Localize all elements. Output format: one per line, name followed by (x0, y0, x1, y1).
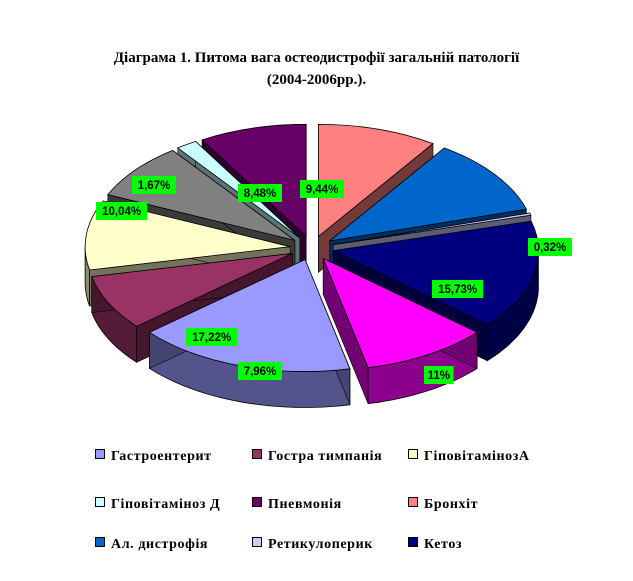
pie-slice-5 (318, 123, 434, 238)
data-label-bg (424, 366, 454, 384)
legend-label: ГіповітамінозА (424, 449, 530, 464)
legend-item: Гастроентерит (95, 449, 212, 465)
data-label: 7,96% (244, 366, 277, 378)
legend-swatch (408, 449, 418, 459)
pie-slice-6 (328, 147, 528, 242)
legend-item: Кетоз (408, 537, 462, 553)
data-label-bg (238, 184, 282, 202)
pie-slice-extra-1 (107, 149, 296, 241)
data-label-bg (96, 202, 148, 220)
data-label-bg (300, 180, 344, 198)
data-label-bg (186, 328, 238, 346)
data-label: 0,32% (534, 242, 567, 254)
data-label-bg (238, 362, 282, 380)
legend-label: Ретикулоперик (268, 537, 373, 552)
legend-swatch (408, 537, 418, 547)
chart-title: Діаграма 1. Питома вага остеодистрофії з… (113, 50, 520, 66)
legend-label: Ал. дистрофія (111, 537, 209, 552)
data-label-bg (432, 280, 484, 298)
legend-label: Гостра тимпанія (268, 449, 383, 464)
legend-swatch (95, 497, 105, 507)
data-label-bg (132, 176, 176, 194)
legend-label: Гіповітаміноз Д (111, 497, 221, 512)
legend-swatch (252, 449, 262, 459)
legend-item: Гостра тимпанія (252, 449, 382, 465)
data-label: 17,22% (192, 332, 231, 344)
data-label-bg (528, 238, 572, 256)
pie-slice-1 (91, 253, 293, 327)
legend-label: Бронхіт (424, 497, 479, 512)
data-label: 1,67% (138, 180, 171, 192)
legend-item: Гіповітаміноз Д (95, 497, 220, 513)
data-label: 15,73% (438, 284, 477, 296)
legend-swatch (95, 537, 105, 547)
legend-swatch (408, 497, 418, 507)
legend-item: Бронхіт (408, 497, 478, 513)
legend-label: Пневмонія (268, 497, 342, 512)
legend-swatch (95, 449, 105, 459)
data-label: 10,04% (102, 206, 141, 218)
legend-label: Гастроентерит (111, 449, 212, 464)
legend-item: Пневмонія (252, 497, 342, 513)
legend-item: ГіповітамінозА (408, 449, 530, 465)
legend-swatch (252, 497, 262, 507)
legend-item: Ретикулоперик (252, 537, 373, 553)
data-label: 8,48% (244, 188, 277, 200)
legend-label: Кетоз (424, 537, 463, 552)
legend-swatch (252, 537, 262, 547)
data-label: 11% (428, 370, 450, 382)
chart-subtitle: (2004-2006рр.). (266, 72, 367, 88)
pie-slice-4 (201, 123, 307, 238)
pie-slice-8 (332, 220, 539, 326)
legend-item: Ал. дистрофія (95, 537, 208, 553)
pie-slice-7 (333, 212, 532, 246)
data-label: 9,44% (306, 184, 339, 196)
pie-slice-extra-0 (322, 257, 478, 369)
